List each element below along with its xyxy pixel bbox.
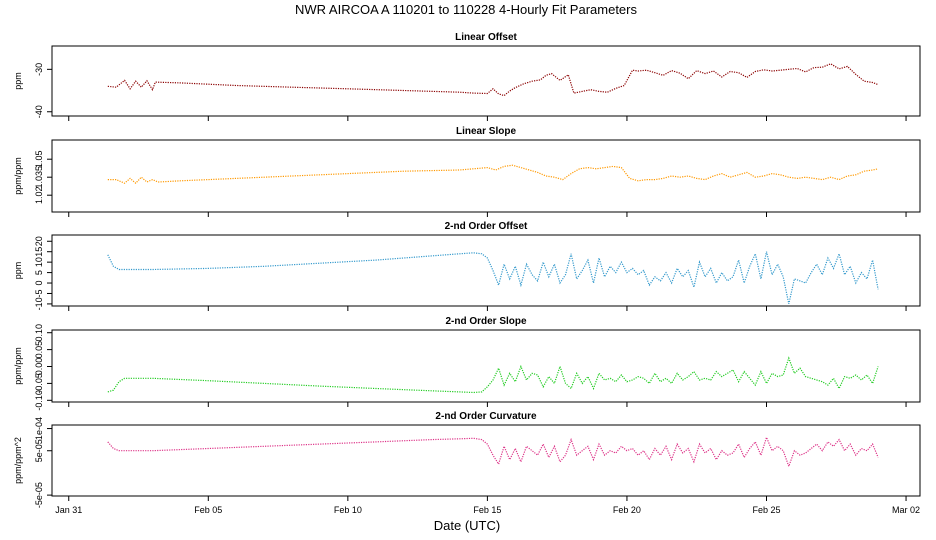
y-tick-label: -5e-05	[34, 482, 44, 508]
y-tick-label: -30	[34, 63, 44, 76]
y-tick-label: -0.10	[34, 390, 44, 411]
x-tick-label: Feb 20	[613, 505, 641, 515]
x-tick-label: Feb 25	[752, 505, 780, 515]
panel-title: 2-nd Order Offset	[445, 221, 528, 232]
y-tick-label: -10	[34, 297, 44, 310]
panel-title: 2-nd Order Curvature	[435, 411, 537, 422]
panel-frame	[51, 329, 921, 403]
y-axis-label: ppm	[13, 72, 23, 90]
y-tick-label: 1.02	[34, 186, 44, 204]
figure-title: NWR AIRCOA A 110201 to 110228 4-Hourly F…	[295, 2, 638, 17]
panel-frame	[51, 139, 921, 213]
y-tick-label: 15	[34, 247, 44, 257]
series-line	[107, 63, 879, 97]
series-line	[107, 356, 879, 394]
x-axis: Jan 31 Feb 05 Feb 10 Feb 15 Feb 20 Feb 25 Mar …	[55, 505, 920, 515]
panel-frame	[51, 234, 921, 307]
y-tick-label: 1e-04	[34, 417, 44, 440]
y-tick-label: -0.05	[34, 373, 44, 394]
y-tick-label: 0.05	[34, 341, 44, 359]
x-tick-label: Mar 02	[892, 505, 920, 515]
y-tick-label: 0	[34, 281, 44, 286]
x-tick-label: Feb 10	[334, 505, 362, 515]
y-tick-label: 5	[34, 270, 44, 275]
x-tick-label: Feb 15	[473, 505, 501, 515]
y-tick-label: 0.10	[34, 324, 44, 342]
y-tick-label: -5	[34, 289, 44, 297]
y-axis-label: ppm/ppm	[13, 347, 23, 385]
panel-4: 2-nd Order Slope -0.10-0.050.000.050.10 pp…	[13, 316, 921, 411]
panel-title: Linear Offset	[455, 32, 517, 43]
y-tick-label: 1.05	[34, 150, 44, 168]
y-tick-label: 1.035	[34, 166, 44, 189]
y-axis-label: ppm/ppm^2	[13, 437, 23, 484]
panel-1: Linear Offset -40 -30 ppm	[13, 32, 921, 121]
y-tick-label: 5e-05	[34, 439, 44, 462]
panel-frame	[51, 45, 921, 117]
y-tick-label: 0.00	[34, 358, 44, 376]
series-line	[107, 251, 879, 305]
series-line	[107, 435, 879, 469]
panel-frame	[51, 424, 921, 497]
y-tick-label: -40	[34, 105, 44, 118]
y-tick-label: 20	[34, 236, 44, 246]
series-line	[107, 164, 879, 185]
panel-title: 2-nd Order Slope	[445, 316, 527, 327]
panel-title: Linear Slope	[456, 126, 516, 137]
y-axis-label: ppm	[13, 262, 23, 280]
x-tick-label: Feb 05	[194, 505, 222, 515]
y-axis-label: ppm/ppm	[13, 157, 23, 195]
x-tick-label: Jan 31	[55, 505, 82, 515]
x-axis-label: Date (UTC)	[434, 518, 500, 533]
y-tick-label: 10	[34, 257, 44, 267]
